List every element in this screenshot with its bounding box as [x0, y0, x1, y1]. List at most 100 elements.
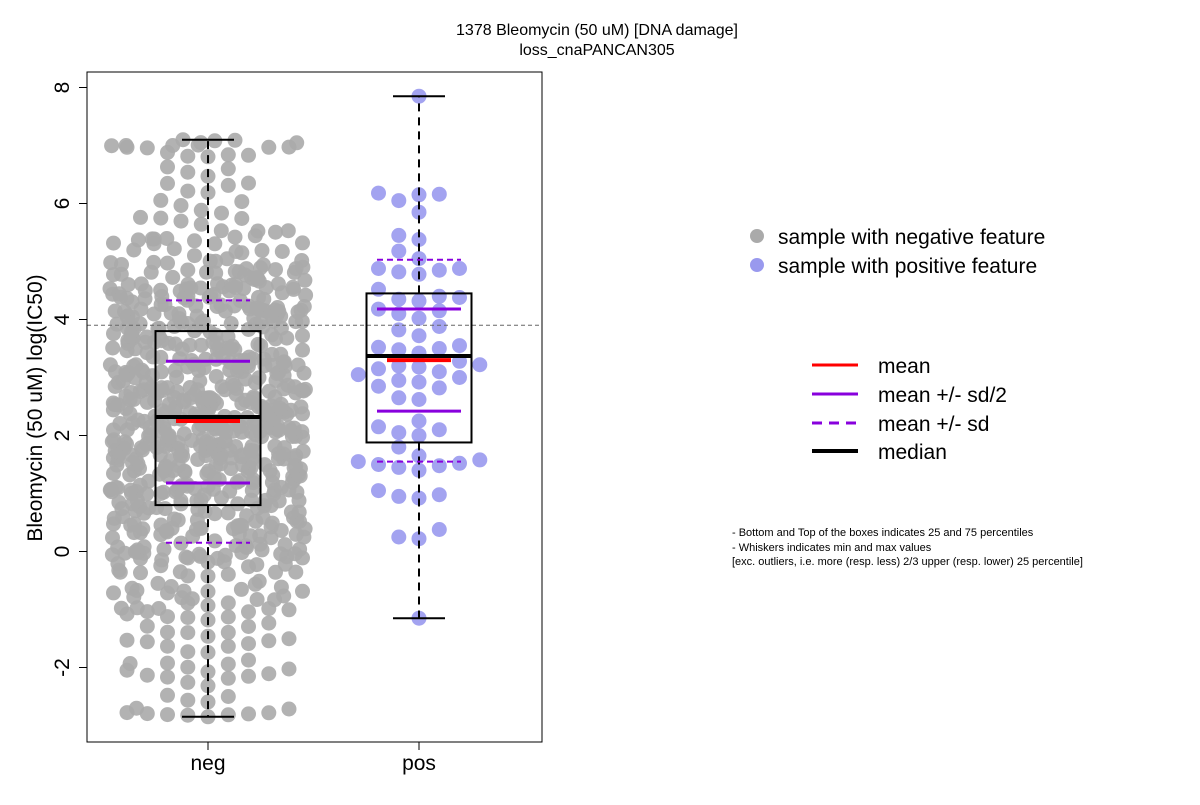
neg-point [220, 638, 236, 654]
pos-point [411, 328, 427, 344]
neg-point [193, 216, 209, 232]
neg-point [139, 329, 155, 345]
neg-point [241, 706, 256, 722]
neg-point [153, 282, 169, 298]
neg-point [285, 279, 301, 295]
neg-point [160, 624, 175, 640]
pos-point [431, 186, 447, 202]
neg-point [220, 147, 236, 163]
neg-point [241, 668, 256, 684]
neg-point [200, 678, 216, 694]
neg-point [261, 666, 277, 682]
neg-point [295, 235, 310, 251]
neg-point [227, 229, 243, 245]
pos-point [391, 227, 407, 243]
neg-point [178, 549, 194, 565]
y-tick-label: 4 [51, 313, 74, 325]
pos-point [391, 243, 407, 259]
pos-point [371, 378, 386, 394]
neg-point [268, 262, 283, 278]
neg-point [193, 135, 209, 151]
neg-point [277, 537, 293, 553]
pos-point [452, 370, 467, 385]
neg-point [133, 209, 148, 225]
neg-point [160, 707, 175, 723]
pos-point [431, 341, 447, 356]
neg-point [295, 328, 310, 344]
neg-point [193, 202, 209, 218]
neg-point [241, 147, 256, 163]
neg-point [182, 337, 198, 353]
note-line-2: - Whiskers indicates min and max values [732, 542, 932, 554]
neg-point [133, 276, 149, 292]
neg-point [180, 164, 196, 180]
neg-point [220, 609, 236, 625]
pos-point [371, 185, 386, 201]
neg-point [220, 505, 236, 521]
pos-point [371, 261, 386, 276]
neg-point [166, 511, 182, 527]
pos-point [411, 374, 427, 390]
neg-point [136, 539, 152, 555]
y-tick-label: 2 [51, 430, 74, 442]
neg-point [289, 135, 305, 151]
neg-point [238, 261, 254, 277]
neg-point [293, 399, 309, 415]
points-layer [102, 88, 488, 725]
neg-point [176, 426, 192, 442]
neg-point [187, 233, 202, 249]
neg-point [281, 420, 297, 436]
neg-point [227, 132, 243, 148]
neg-point [208, 369, 224, 384]
neg-point [117, 434, 133, 450]
neg-point [118, 138, 134, 153]
chart-subtitle: loss_cnaPANCAN305 [519, 42, 674, 59]
neg-point [108, 479, 124, 495]
pos-point [431, 364, 447, 380]
legend-positive-label: sample with positive feature [778, 255, 1037, 278]
pos-point [431, 422, 447, 438]
neg-point [251, 370, 267, 386]
neg-point [153, 192, 169, 208]
neg-point [122, 656, 138, 671]
y-axis-label: Bleomycin (50 uM) log(IC50) [24, 274, 47, 541]
neg-point [288, 564, 304, 580]
neg-point [193, 337, 209, 353]
neg-point [207, 133, 223, 149]
neg-point [281, 661, 297, 677]
neg-point [160, 655, 175, 671]
neg-point [163, 579, 179, 594]
neg-point [230, 496, 246, 512]
neg-point [144, 231, 160, 247]
pos-point [452, 338, 467, 354]
neg-point [180, 674, 196, 690]
neg-point [151, 601, 167, 616]
pos-point [391, 425, 407, 441]
neg-point [180, 644, 196, 660]
note-line-1: - Bottom and Top of the boxes indicates … [732, 527, 1034, 539]
neg-point [207, 533, 223, 549]
neg-point [297, 272, 313, 288]
neg-point [295, 583, 310, 599]
neg-point [129, 700, 144, 716]
box-layer [87, 95, 542, 718]
neg-point [261, 139, 277, 155]
neg-point [261, 383, 277, 399]
neg-point [160, 687, 175, 703]
neg-point [198, 351, 214, 367]
pos-point [452, 290, 467, 305]
neg-point [241, 604, 256, 620]
pos-point [452, 261, 467, 276]
neg-point [270, 276, 286, 292]
legend-sd-half-label: mean +/- sd/2 [878, 384, 1007, 407]
neg-point [180, 262, 196, 278]
pos-point [431, 262, 447, 278]
neg-point [228, 276, 244, 292]
pos-point [371, 339, 386, 355]
pos-point [431, 303, 447, 319]
legend-mean-label: mean [878, 355, 931, 378]
pos-point [391, 322, 407, 338]
neg-point [298, 287, 314, 303]
